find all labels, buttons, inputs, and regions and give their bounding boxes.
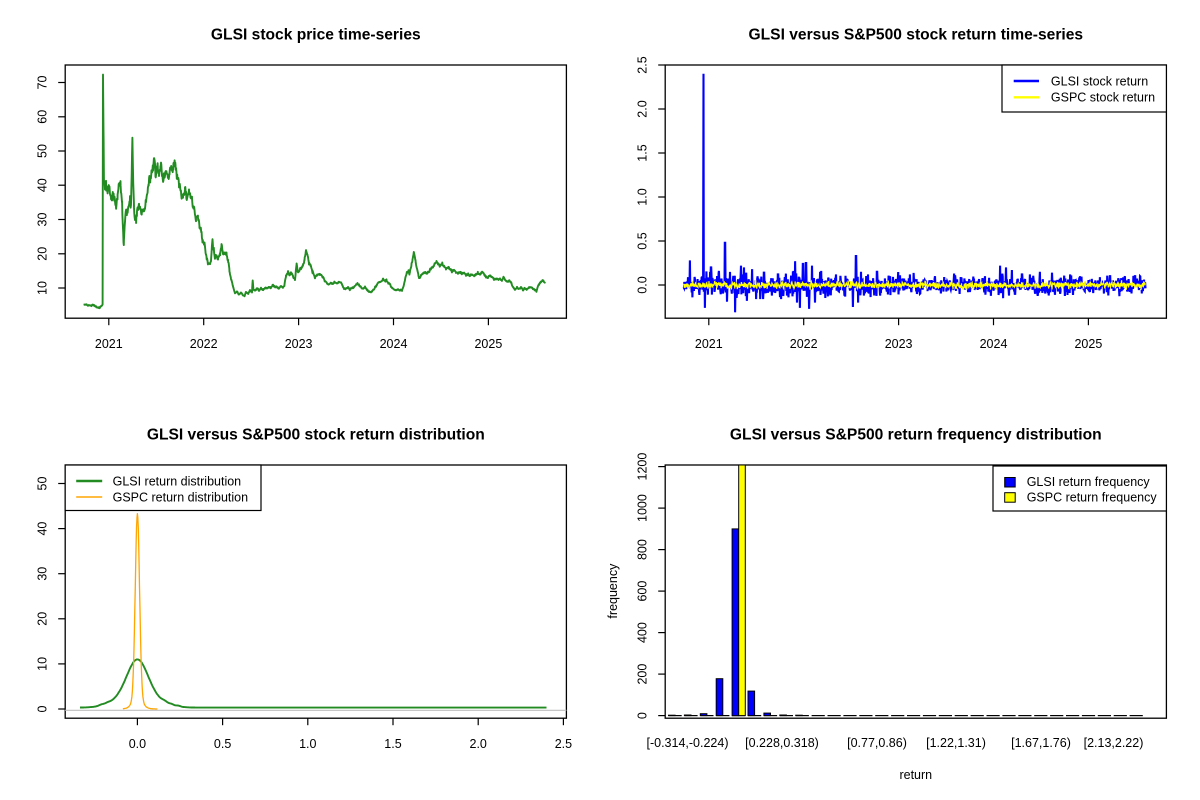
svg-text:0.0: 0.0 bbox=[636, 276, 650, 293]
svg-text:2023: 2023 bbox=[285, 337, 313, 351]
svg-text:1200: 1200 bbox=[636, 453, 650, 481]
svg-text:2024: 2024 bbox=[380, 337, 408, 351]
svg-text:2023: 2023 bbox=[885, 337, 913, 351]
svg-text:2025: 2025 bbox=[474, 337, 502, 351]
svg-text:GLSI return distribution: GLSI return distribution bbox=[113, 474, 242, 488]
svg-text:[-0.314,-0.224): [-0.314,-0.224) bbox=[647, 736, 729, 750]
svg-text:0.5: 0.5 bbox=[636, 232, 650, 249]
svg-text:GSPC stock return: GSPC stock return bbox=[1051, 91, 1155, 105]
svg-text:0.5: 0.5 bbox=[214, 737, 231, 751]
svg-text:30: 30 bbox=[36, 213, 50, 227]
svg-text:GLSI return frequency: GLSI return frequency bbox=[1027, 475, 1151, 489]
svg-text:1.5: 1.5 bbox=[636, 144, 650, 161]
svg-text:50: 50 bbox=[36, 477, 50, 491]
svg-text:1000: 1000 bbox=[636, 494, 650, 522]
svg-text:[0.228,0.318): [0.228,0.318) bbox=[745, 736, 819, 750]
svg-text:GLSI stock price time-series: GLSI stock price time-series bbox=[211, 27, 421, 44]
svg-text:GSPC return frequency: GSPC return frequency bbox=[1027, 491, 1158, 505]
svg-text:0.0: 0.0 bbox=[129, 737, 146, 751]
svg-text:2021: 2021 bbox=[95, 337, 123, 351]
svg-text:[0.77,0.86): [0.77,0.86) bbox=[847, 736, 907, 750]
svg-text:200: 200 bbox=[636, 664, 650, 685]
svg-text:[1.67,1.76): [1.67,1.76) bbox=[1011, 736, 1071, 750]
svg-text:2022: 2022 bbox=[790, 337, 818, 351]
svg-text:40: 40 bbox=[36, 522, 50, 536]
svg-text:70: 70 bbox=[36, 76, 50, 90]
svg-text:50: 50 bbox=[36, 144, 50, 158]
svg-text:[1.22,1.31): [1.22,1.31) bbox=[926, 736, 986, 750]
svg-text:2.5: 2.5 bbox=[636, 56, 650, 73]
svg-text:30: 30 bbox=[36, 567, 50, 581]
svg-text:2022: 2022 bbox=[190, 337, 218, 351]
svg-text:2024: 2024 bbox=[980, 337, 1008, 351]
svg-text:10: 10 bbox=[36, 657, 50, 671]
svg-text:[2.13,2.22): [2.13,2.22) bbox=[1084, 736, 1144, 750]
svg-text:60: 60 bbox=[36, 110, 50, 124]
svg-text:2.0: 2.0 bbox=[470, 737, 487, 751]
svg-text:10: 10 bbox=[36, 281, 50, 295]
svg-text:2021: 2021 bbox=[695, 337, 723, 351]
svg-text:0: 0 bbox=[36, 705, 50, 712]
svg-text:1.0: 1.0 bbox=[636, 188, 650, 205]
svg-text:2025: 2025 bbox=[1074, 337, 1102, 351]
svg-text:2.0: 2.0 bbox=[636, 100, 650, 117]
svg-text:return: return bbox=[899, 768, 932, 782]
svg-text:1.0: 1.0 bbox=[299, 737, 316, 751]
svg-text:800: 800 bbox=[636, 539, 650, 560]
svg-text:GLSI versus S&P500 stock retur: GLSI versus S&P500 stock return time-ser… bbox=[749, 27, 1084, 44]
svg-text:1.5: 1.5 bbox=[384, 737, 401, 751]
svg-text:2.5: 2.5 bbox=[555, 737, 572, 751]
svg-text:20: 20 bbox=[36, 612, 50, 626]
svg-text:GLSI versus S&P500 stock retur: GLSI versus S&P500 stock return distribu… bbox=[147, 427, 485, 444]
svg-text:GLSI stock return: GLSI stock return bbox=[1051, 74, 1148, 88]
svg-text:GSPC return distribution: GSPC return distribution bbox=[113, 490, 249, 504]
svg-text:0: 0 bbox=[636, 712, 650, 719]
svg-text:40: 40 bbox=[36, 178, 50, 192]
svg-text:400: 400 bbox=[636, 622, 650, 643]
svg-text:frequency: frequency bbox=[606, 563, 620, 619]
svg-text:GLSI versus S&P500 return freq: GLSI versus S&P500 return frequency dist… bbox=[730, 427, 1102, 444]
svg-text:20: 20 bbox=[36, 247, 50, 261]
svg-text:600: 600 bbox=[636, 581, 650, 602]
